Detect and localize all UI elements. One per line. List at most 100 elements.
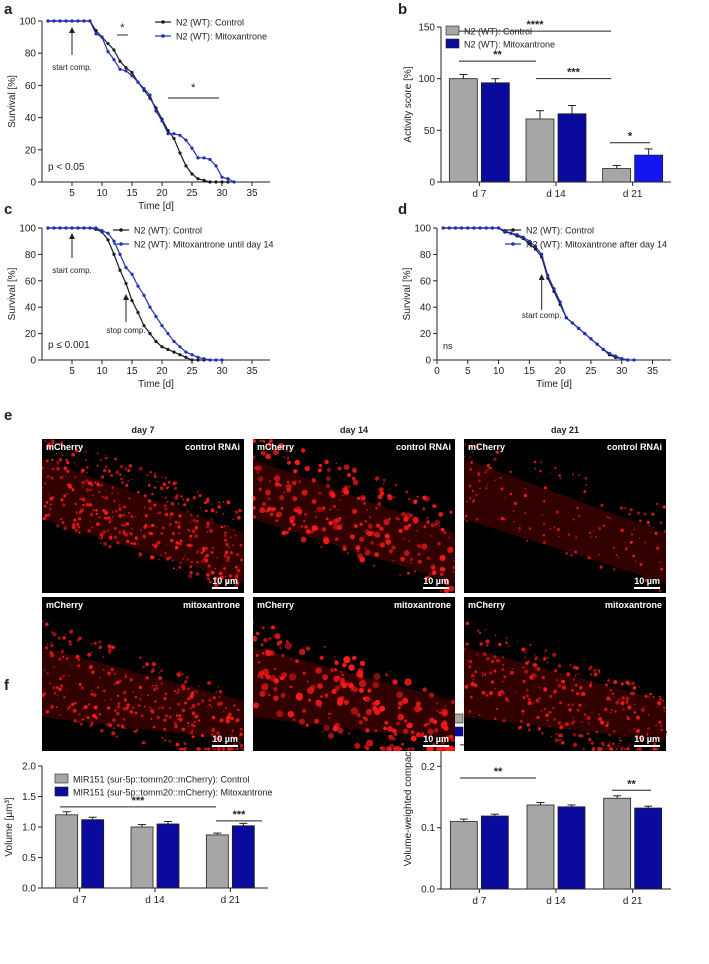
mitochondria-particle [253,495,256,501]
mitochondria-particle [90,664,93,667]
mitochondria-particle [552,690,556,694]
mitochondria-particle [597,669,601,672]
mitochondria-particle [197,702,200,706]
mitochondria-particle [632,686,637,690]
mitochondria-particle [118,507,122,511]
mitochondria-particle [579,685,583,690]
mitochondria-particle [417,552,421,556]
mitochondria-particle [440,739,446,745]
mitochondria-particle [588,722,590,724]
mitochondria-particle [468,445,472,449]
mitochondria-particle [413,499,418,504]
x-tick-label: 30 [216,188,228,199]
mitochondria-particle [147,694,150,697]
mitochondria-particle [293,515,295,517]
mitochondria-particle [655,546,660,550]
mitochondria-particle [582,748,585,750]
mitochondria-particle [254,466,258,470]
data-point [190,358,194,362]
mitochondria-particle [337,696,344,704]
mitochondria-particle [153,486,157,489]
mitochondria-particle [46,643,49,646]
mitochondria-particle [138,704,141,707]
mitochondria-particle [542,534,545,537]
legend-label: N2 (WT): Mitoxantrone [464,40,555,50]
mitochondria-particle [615,747,618,751]
mitochondria-particle [170,512,174,516]
mitochondria-particle [88,503,93,507]
mitochondria-particle [495,708,498,710]
data-point [208,157,212,162]
mitochondria-particle [176,702,181,706]
mitochondria-particle [328,520,333,526]
mitochondria-particle [427,722,431,726]
mitochondria-particle [224,531,227,534]
mitochondria-particle [320,656,323,659]
mitochondria-particle [172,567,175,570]
mitochondria-particle [486,644,489,647]
mitochondria-particle [595,730,598,734]
y-axis-label: Volume [µm³] [4,797,15,856]
mitochondria-particle [107,529,110,532]
mitochondria-particle [156,715,158,717]
mitochondria-particle [561,679,566,684]
mitochondria-particle [103,669,105,671]
data-point [172,136,176,141]
data-point [64,19,68,23]
mitochondria-particle [290,658,292,660]
mitochondria-particle [191,711,196,715]
mitochondria-particle [173,488,176,490]
mitochondria-particle [338,517,342,520]
mitochondria-particle [265,489,271,496]
mitochondria-particle [129,710,134,714]
mitochondria-particle [493,655,497,659]
mitochondria-particle [660,728,663,732]
legend-swatch [445,38,460,49]
mitochondria-particle [239,732,243,736]
significance-stars: * [191,82,196,94]
mitochondria-particle [325,693,328,696]
mitochondria-particle [613,696,615,698]
scalebar-label: 10 µm [212,576,238,586]
mitochondria-particle [64,476,67,478]
significance-stars: *** [567,67,581,79]
data-point [100,35,104,39]
mitochondria-particle [420,733,425,738]
mitochondria-particle [593,672,598,677]
data-point [178,133,182,137]
panel-letter-b: b [398,1,407,18]
mitochondria-particle [294,459,301,466]
bar-treatment [557,806,586,890]
mitochondria-particle [659,698,662,701]
mitochondria-particle [434,727,439,733]
mitochondria-particle [479,487,481,490]
mitochondria-particle [186,509,188,511]
mitochondria-particle [317,468,322,473]
mitochondria-particle [648,524,651,527]
mitochondria-particle [306,680,309,683]
mitochondria-particle [334,660,339,665]
mitochondria-particle [133,542,136,546]
mitochondria-particle [234,565,238,569]
mitochondria-particle [165,714,168,718]
mitochondria-particle [348,664,355,671]
mitochondria-particle [227,747,230,751]
x-tick-label: 5 [69,188,75,199]
mitochondria-particle [56,460,60,464]
bar-control [205,834,229,889]
mitochondria-particle [260,675,264,680]
data-point [136,284,140,288]
mitochondria-particle [356,670,364,678]
mitochondria-particle [561,685,566,690]
channel-label: mCherry [468,442,506,452]
mitochondria-particle [378,487,384,493]
mitochondria-particle [329,509,332,511]
mitochondria-particle [46,475,50,478]
legend-label: N2 (WT): Control [526,226,594,236]
mitochondria-particle [445,581,450,586]
data-point [46,226,50,230]
data-point [154,314,158,319]
mitochondria-particle [323,645,326,648]
mitochondria-particle [301,489,308,496]
mitochondria-particle [194,689,197,693]
